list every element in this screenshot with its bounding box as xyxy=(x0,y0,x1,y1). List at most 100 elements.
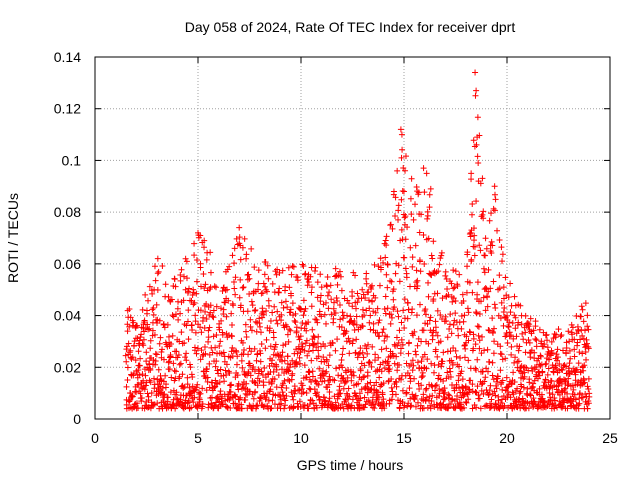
data-point xyxy=(473,310,480,317)
data-point xyxy=(522,329,529,336)
data-point xyxy=(512,314,519,321)
x-tick-label: 10 xyxy=(293,430,309,446)
data-point xyxy=(257,347,264,354)
data-point xyxy=(220,306,227,313)
data-point xyxy=(299,382,306,389)
data-point xyxy=(258,368,265,375)
data-point xyxy=(404,299,411,306)
data-point xyxy=(483,402,490,409)
data-point xyxy=(384,358,391,365)
data-point xyxy=(434,332,441,339)
data-point xyxy=(180,273,187,280)
data-point xyxy=(414,359,421,366)
data-point xyxy=(465,337,472,344)
data-point xyxy=(409,391,416,398)
data-point xyxy=(529,383,536,390)
chart-title: Day 058 of 2024, Rate Of TEC Index for r… xyxy=(185,19,516,35)
data-point xyxy=(484,346,491,353)
data-point xyxy=(516,343,523,350)
data-point xyxy=(363,280,370,287)
data-point xyxy=(404,315,411,322)
data-point xyxy=(338,356,345,363)
data-point xyxy=(585,400,592,407)
data-point xyxy=(131,338,138,345)
data-point xyxy=(268,405,275,412)
data-point xyxy=(401,324,408,331)
data-point xyxy=(350,321,357,328)
data-point xyxy=(557,375,564,382)
data-point xyxy=(420,405,427,412)
data-point xyxy=(268,380,275,387)
data-point xyxy=(311,340,318,347)
data-point xyxy=(140,377,147,384)
data-point xyxy=(468,170,475,177)
data-point xyxy=(203,387,210,394)
data-point xyxy=(183,322,190,329)
data-point xyxy=(421,351,428,358)
data-point xyxy=(490,350,497,357)
data-point xyxy=(522,349,529,356)
data-point xyxy=(381,306,388,313)
data-point xyxy=(334,336,341,343)
data-point xyxy=(479,333,486,340)
data-point xyxy=(140,336,147,343)
data-point xyxy=(324,292,331,299)
data-point xyxy=(261,271,268,278)
data-point xyxy=(418,396,425,403)
data-point xyxy=(395,262,402,269)
data-point xyxy=(162,281,169,288)
data-point xyxy=(512,354,519,361)
data-point xyxy=(402,265,409,272)
data-point xyxy=(472,388,479,395)
data-point xyxy=(384,261,391,268)
data-point xyxy=(242,390,249,397)
data-point xyxy=(238,357,245,364)
data-point xyxy=(170,402,177,409)
data-point xyxy=(382,293,389,300)
data-point xyxy=(271,376,278,383)
data-point xyxy=(485,391,492,398)
data-point xyxy=(408,211,415,218)
data-point xyxy=(428,252,435,259)
data-point xyxy=(436,261,443,268)
data-point xyxy=(388,396,395,403)
data-point xyxy=(234,372,241,379)
data-point xyxy=(262,283,269,290)
data-point xyxy=(192,329,199,336)
data-point xyxy=(269,280,276,287)
data-point xyxy=(276,269,283,276)
data-point xyxy=(434,353,441,360)
data-point xyxy=(213,284,220,291)
data-point xyxy=(367,326,374,333)
data-point xyxy=(363,275,370,282)
data-point xyxy=(399,341,406,348)
data-point xyxy=(265,302,272,309)
data-point xyxy=(498,299,505,306)
data-point xyxy=(378,381,385,388)
data-point xyxy=(326,289,333,296)
data-point xyxy=(168,296,175,303)
data-point xyxy=(446,321,453,328)
data-point xyxy=(250,364,257,371)
data-point xyxy=(482,307,489,314)
data-point xyxy=(140,342,147,349)
data-point xyxy=(393,383,400,390)
data-point xyxy=(371,357,378,364)
data-point xyxy=(418,374,425,381)
data-point xyxy=(153,351,160,358)
data-point xyxy=(377,266,384,273)
data-point xyxy=(185,285,192,292)
data-point xyxy=(425,293,432,300)
data-point xyxy=(337,316,344,323)
data-point xyxy=(372,351,379,358)
data-point xyxy=(414,399,421,406)
data-point xyxy=(190,286,197,293)
data-point xyxy=(544,371,551,378)
data-point xyxy=(297,305,304,312)
data-point xyxy=(240,284,247,291)
data-point xyxy=(432,382,439,389)
data-point xyxy=(574,366,581,373)
data-point xyxy=(130,319,137,326)
data-point xyxy=(580,318,587,325)
data-point xyxy=(295,345,302,352)
